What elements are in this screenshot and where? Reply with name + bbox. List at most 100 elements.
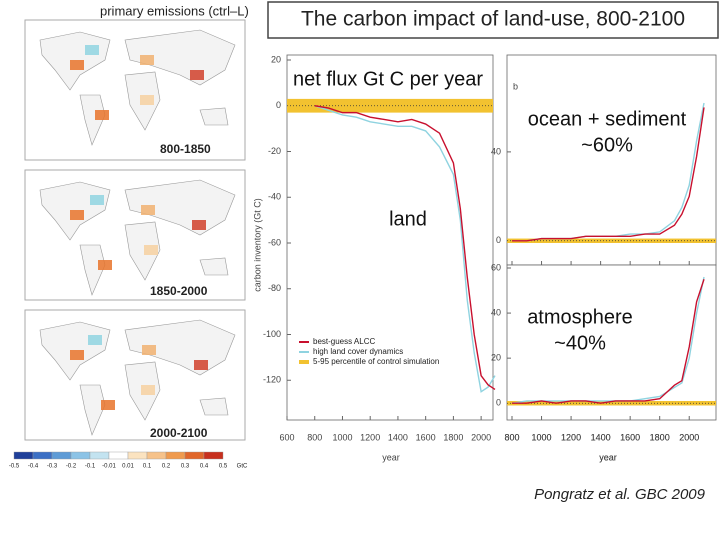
map-cell [194, 360, 208, 370]
series-line [314, 105, 496, 390]
x-tick-label: 1800 [650, 432, 670, 442]
x-tick-label: 1800 [443, 432, 463, 442]
continents [39, 29, 236, 436]
map-cell [88, 335, 102, 345]
y-tick-label: 0 [496, 235, 501, 245]
y-tick-label: 20 [271, 54, 281, 64]
x-tick-label: 1600 [620, 432, 640, 442]
continent [39, 319, 236, 436]
colorbar-cell [127, 451, 148, 460]
y-tick-label: 20 [491, 353, 501, 363]
y-tick-label: -120 [263, 375, 281, 385]
panel-label: b [513, 81, 518, 91]
colorbar-label: -0.1 [85, 464, 96, 470]
colorbar-label: 0.5 [219, 464, 228, 470]
x-tick-label: 2000 [679, 432, 699, 442]
x-tick-label: 800 [307, 432, 322, 442]
colorbar-label: GtC [237, 464, 248, 470]
map-cell [95, 110, 109, 120]
legend-swatch [299, 360, 309, 364]
maps [24, 19, 246, 441]
title-box [267, 1, 719, 39]
colorbar-cell [32, 451, 53, 460]
colorbar-label: -0.3 [47, 464, 58, 470]
colorbar-label: 0.2 [162, 464, 171, 470]
overlay-label: ocean + sediment [528, 108, 687, 130]
overlay-label: ~60% [581, 134, 633, 156]
map-cell [70, 210, 84, 220]
continent [39, 29, 236, 146]
x-tick-label: 2000 [679, 432, 699, 442]
y-tick-label: -40 [268, 192, 281, 202]
y-tick-label: -80 [268, 283, 281, 293]
map-cell [192, 220, 206, 230]
colorbar-label: 0.1 [143, 464, 152, 470]
colorbar-label: -0.4 [28, 464, 39, 470]
x-tick-label: 600 [279, 432, 294, 442]
colorbar-label: -0.2 [66, 464, 77, 470]
x-tick-label: 1400 [591, 432, 611, 442]
x-tick-label: 1600 [416, 432, 436, 442]
map-cell [101, 400, 115, 410]
series-line [512, 279, 705, 404]
colorbar-cell [203, 451, 224, 460]
period-label: 2000-2100 [150, 426, 208, 440]
map-cell [98, 260, 112, 270]
colorbar-cell [89, 451, 110, 460]
colorbar-cell [108, 451, 129, 460]
period-label: 1850-2000 [150, 284, 208, 298]
y-tick-label: 0 [496, 398, 501, 408]
colorbar-cell [51, 451, 72, 460]
map-cell [140, 95, 154, 105]
legend-label: 5-95 percentile of control simulation [313, 357, 439, 366]
x-tick-label: 1000 [532, 432, 552, 442]
plot-frame [506, 54, 717, 266]
y-tick-label: 60 [491, 262, 501, 272]
plot-frame [506, 264, 717, 421]
x-axis-label: year [599, 452, 617, 462]
colorbar-cell [13, 451, 34, 460]
map-cell [144, 245, 158, 255]
overlay-label: ~40% [554, 332, 606, 354]
series-line [512, 107, 705, 242]
colorbar-label: -0.01 [102, 464, 116, 470]
colorbar-cell [184, 451, 205, 460]
continent [39, 179, 236, 296]
x-tick-label: 1800 [650, 432, 670, 442]
y-tick-label: -20 [268, 146, 281, 156]
colorbar-label: 0.3 [181, 464, 190, 470]
map-cell [190, 70, 204, 80]
x-tick-label: 1400 [591, 432, 611, 442]
x-tick-label: 1200 [561, 432, 581, 442]
overlay-label: atmosphere [527, 306, 633, 328]
colorbar-label: 0.01 [122, 464, 134, 470]
y-tick-label: -100 [263, 329, 281, 339]
x-tick-label: 1200 [561, 432, 581, 442]
x-tick-label: 800 [504, 432, 519, 442]
overlay-label: net flux Gt C per year [293, 68, 483, 90]
map-cell [90, 195, 104, 205]
colorbar: -0.5 -0.4 -0.3 -0.2 -0.1 -0.01 0.01 0.1 0.2 0.3 0.… [9, 451, 248, 470]
period-label: 800-1850 [160, 142, 211, 156]
y-tick-label: 0 [276, 100, 281, 110]
control-band [507, 400, 716, 406]
x-tick-label: 1400 [388, 432, 408, 442]
x-axis-label: year [599, 452, 617, 462]
map-title: primary emissions (ctrl–L) [100, 3, 249, 18]
y-tick-label: 40 [491, 146, 501, 156]
plot-frame [286, 54, 494, 421]
x-tick-label: 800 [504, 432, 519, 442]
legend-label: high land cover dynamics [313, 347, 403, 356]
colorbar-label: 0.4 [200, 464, 209, 470]
control-band [507, 238, 716, 243]
map-cell [70, 60, 84, 70]
series-line [314, 105, 496, 393]
map-cell [141, 385, 155, 395]
map-cell [70, 350, 84, 360]
map-cell [140, 55, 154, 65]
map-cell [142, 345, 156, 355]
colorbar-label: -0.5 [9, 464, 20, 470]
map-cell [85, 45, 99, 55]
slide-title: The carbon impact of land-use, 800-2100 [301, 8, 685, 31]
